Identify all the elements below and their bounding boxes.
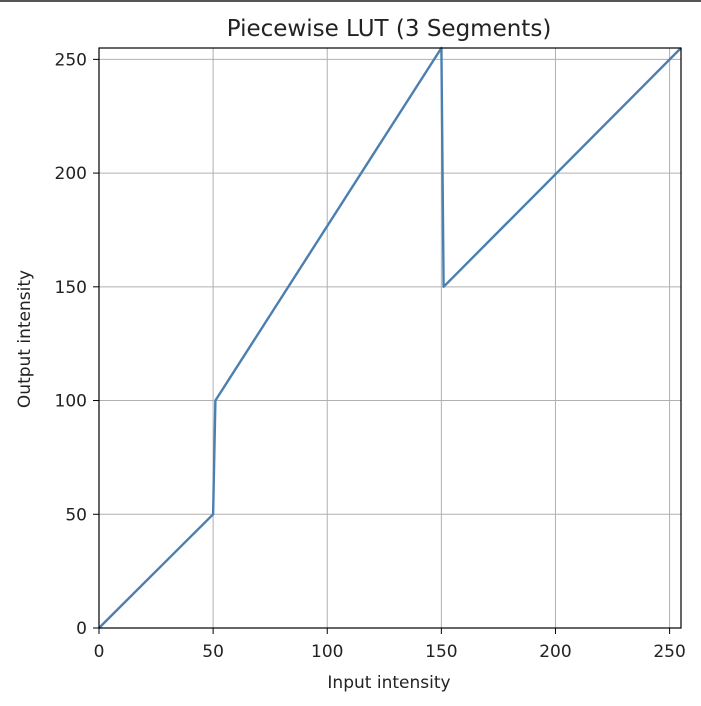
y-tick-label: 250 xyxy=(55,50,87,70)
y-tick-label: 150 xyxy=(55,278,87,298)
y-tick-label: 0 xyxy=(76,619,87,639)
x-tick-label: 250 xyxy=(653,642,685,662)
y-tick-label: 50 xyxy=(65,505,87,525)
figure-top-border xyxy=(0,0,701,2)
x-tick-label: 50 xyxy=(202,642,224,662)
x-tick-label: 200 xyxy=(539,642,571,662)
x-tick-label: 100 xyxy=(311,642,343,662)
y-tick-label: 200 xyxy=(55,164,87,184)
grid xyxy=(98,48,681,629)
x-tick-label: 150 xyxy=(425,642,457,662)
y-axis: 0 50 100 150 200 250 xyxy=(55,50,99,639)
lut-series-line xyxy=(98,46,682,629)
series-layer xyxy=(98,46,682,629)
y-axis-title: Output intensity xyxy=(15,270,35,408)
x-axis-title: Input intensity xyxy=(327,673,450,693)
y-tick-label: 100 xyxy=(55,392,87,412)
plot-area-frame xyxy=(98,47,682,629)
x-axis: 0 50 100 150 200 250 xyxy=(94,628,686,662)
x-tick-label: 0 xyxy=(94,642,105,662)
chart-title: Piecewise LUT (3 Segments) xyxy=(227,16,552,42)
